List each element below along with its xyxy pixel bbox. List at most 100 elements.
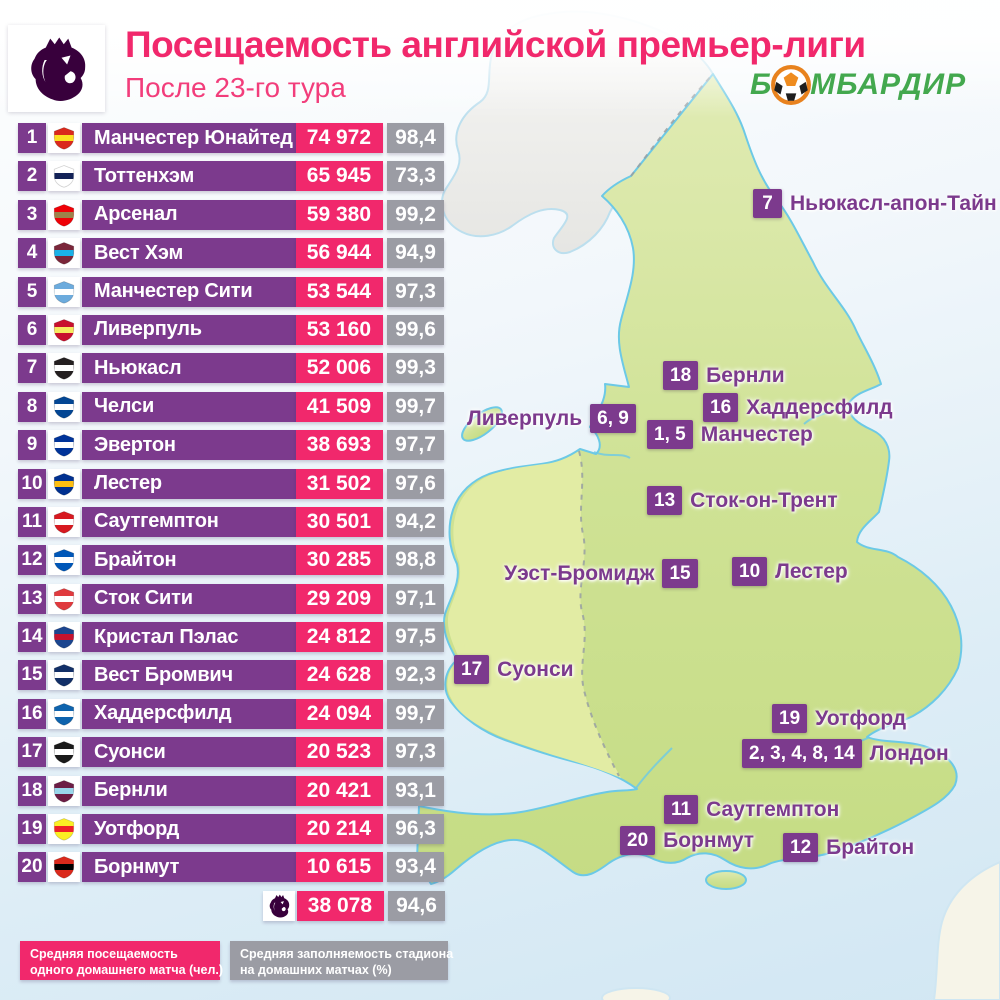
map-marker: 16 Хаддерсфилд <box>703 393 893 422</box>
crest-everton-icon <box>48 430 80 461</box>
crest-stoke-city-icon <box>48 583 80 614</box>
crest-watford-icon <box>48 814 80 845</box>
club-name-cell: Ливерпуль <box>82 314 296 345</box>
crest-southampton-icon <box>48 506 80 537</box>
map-marker-badge: 20 <box>620 826 656 855</box>
map-marker: 18 Бернли <box>663 361 785 390</box>
occupancy-cell: 97,3 <box>387 276 444 307</box>
soccer-ball-icon <box>770 64 812 106</box>
map-marker: 1, 5 Манчестер <box>647 420 813 449</box>
map-marker: 12 Брайтон <box>783 833 914 862</box>
attendance-cell: 56 944 <box>296 238 383 269</box>
rank-cell: 6 <box>18 314 46 345</box>
attendance-cell: 20 214 <box>296 814 383 845</box>
attendance-cell: 31 502 <box>296 468 383 499</box>
club-name-cell: Бернли <box>82 775 296 806</box>
attendance-cell: 59 380 <box>296 199 383 230</box>
crest-west-ham-icon <box>48 238 80 269</box>
attendance-cell: 41 509 <box>296 391 383 422</box>
rank-cell: 20 <box>18 852 46 883</box>
crest-bournemouth-icon <box>48 852 80 883</box>
club-name-cell: Уотфорд <box>82 814 296 845</box>
channel-island-shape <box>601 987 671 1000</box>
map-marker-badge: 16 <box>703 393 739 422</box>
rank-cell: 2 <box>18 161 46 192</box>
wales-border-dashed <box>578 450 620 777</box>
scotland-border-dashed <box>630 73 714 177</box>
occupancy-cell: 99,7 <box>387 391 444 422</box>
isle-of-wight-shape <box>705 870 747 890</box>
attendance-cell: 20 523 <box>296 737 383 768</box>
attendance-cell: 24 094 <box>296 698 383 729</box>
crest-manchester-city-icon <box>48 276 80 307</box>
map-marker: 19 Уотфорд <box>772 704 906 733</box>
attendance-cell: 65 945 <box>296 161 383 192</box>
premier-league-lion-icon <box>21 33 93 105</box>
map-marker-badge: 15 <box>662 559 698 588</box>
rank-cell: 1 <box>18 123 46 153</box>
average-occupancy-cell: 94,6 <box>388 891 445 921</box>
table-row: 5 Манчестер Сити 53 544 97,3 <box>18 276 444 307</box>
map-marker-badge: 13 <box>647 486 683 515</box>
occupancy-cell: 99,6 <box>387 314 444 345</box>
map-marker-badge: 19 <box>772 704 808 733</box>
table-row: 13 Сток Сити 29 209 97,1 <box>18 583 444 614</box>
legend-attendance-line1: Средняя посещаемость <box>30 947 178 961</box>
bombardir-text-prefix: Б <box>750 68 773 101</box>
river-severn <box>635 747 673 789</box>
map-marker-label: Ньюкасл-апон-Тайн <box>790 191 997 215</box>
occupancy-cell: 93,4 <box>387 852 444 883</box>
map-marker: 7 Ньюкасл-апон-Тайн <box>753 189 997 218</box>
attendance-cell: 38 693 <box>296 430 383 461</box>
rank-cell: 4 <box>18 238 46 269</box>
average-attendance-cell: 38 078 <box>297 891 384 921</box>
map-marker-badge: 1, 5 <box>647 420 693 449</box>
table-row: 15 Вест Бромвич 24 628 92,3 <box>18 660 444 691</box>
club-name-cell: Ньюкасл <box>82 353 296 384</box>
rank-cell: 9 <box>18 430 46 461</box>
attendance-cell: 30 501 <box>296 506 383 537</box>
occupancy-cell: 99,3 <box>387 353 444 384</box>
table-row: 9 Эвертон 38 693 97,7 <box>18 430 444 461</box>
occupancy-cell: 99,2 <box>387 199 444 230</box>
occupancy-cell: 98,8 <box>387 545 444 576</box>
map-marker: 20 Борнмут <box>620 826 754 855</box>
table-row: 16 Хаддерсфилд 24 094 99,7 <box>18 698 444 729</box>
rank-cell: 11 <box>18 506 46 537</box>
map-marker-label: Ливерпуль <box>467 406 583 430</box>
map-marker-label: Уэст-Бромидж <box>504 561 655 585</box>
occupancy-cell: 97,3 <box>387 737 444 768</box>
table-row: 6 Ливерпуль 53 160 99,6 <box>18 314 444 345</box>
table-row: 11 Саутгемптон 30 501 94,2 <box>18 506 444 537</box>
attendance-cell: 20 421 <box>296 775 383 806</box>
rank-cell: 14 <box>18 622 46 653</box>
rank-cell: 16 <box>18 698 46 729</box>
crest-manchester-united-icon <box>48 123 80 153</box>
crest-newcastle-icon <box>48 353 80 384</box>
club-name-cell: Саутгемптон <box>82 506 296 537</box>
rank-cell: 15 <box>18 660 46 691</box>
map-marker-badge: 7 <box>753 189 782 218</box>
club-name-cell: Тоттенхэм <box>82 161 296 192</box>
crest-west-bromwich-icon <box>48 660 80 691</box>
club-name-cell: Брайтон <box>82 545 296 576</box>
bombardir-text-suffix: МБАРДИР <box>810 68 967 101</box>
france-coast-shape <box>932 860 1000 1000</box>
legend-occupancy-line1: Средняя заполняемость стадиона <box>240 947 454 961</box>
map-marker-label: Уотфорд <box>815 706 907 730</box>
rank-cell: 12 <box>18 545 46 576</box>
club-name-cell: Лестер <box>82 468 296 499</box>
occupancy-cell: 97,7 <box>387 430 444 461</box>
occupancy-cell: 73,3 <box>387 161 444 192</box>
club-name-cell: Вест Бромвич <box>82 660 296 691</box>
isle-of-man-shape <box>461 406 503 442</box>
occupancy-cell: 98,4 <box>387 123 444 153</box>
map-marker-label: Суонси <box>497 657 574 681</box>
map-marker-badge: 11 <box>664 795 699 824</box>
premier-league-mini-logo <box>263 891 295 921</box>
map-marker: 2, 3, 4, 8, 14 Лондон <box>742 739 949 768</box>
table-row: 20 Борнмут 10 615 93,4 <box>18 852 444 883</box>
river-mersey <box>593 451 631 459</box>
map-marker-badge: 2, 3, 4, 8, 14 <box>742 739 862 768</box>
map-marker-badge: 6, 9 <box>590 404 636 433</box>
